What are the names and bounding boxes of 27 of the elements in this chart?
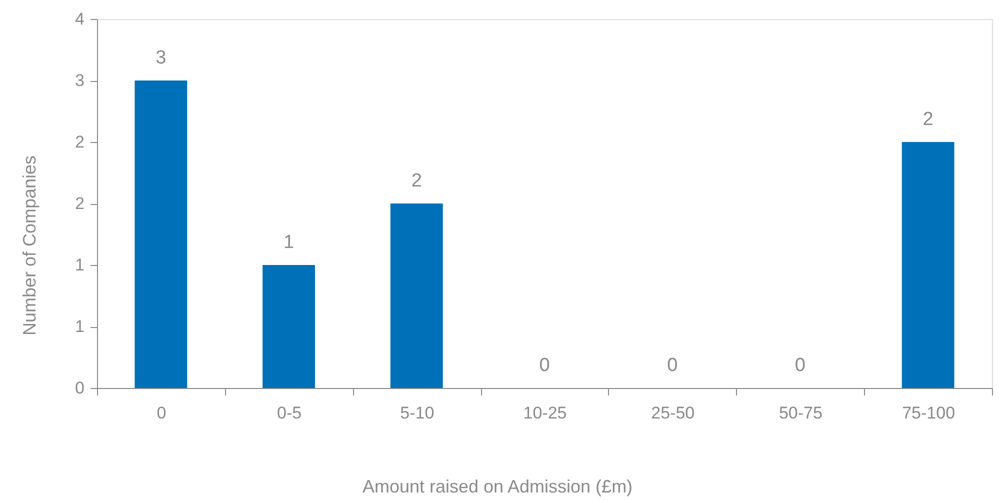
y-tick-label: 1 [75, 317, 84, 336]
x-tick-label: 5-10 [400, 404, 434, 422]
x-tick-label: 0-5 [276, 404, 302, 422]
y-tick-label: 0 [75, 378, 84, 398]
data-label: 0 [667, 355, 678, 376]
y-tick-label: 4 [75, 10, 84, 28]
y-tick-label: 3 [75, 71, 84, 90]
x-tick-label: 25-50 [651, 404, 695, 422]
x-tick-label: 75-100 [902, 404, 956, 422]
bar [134, 80, 188, 388]
x-tick-label: 0 [156, 404, 166, 422]
x-tick-label: 50-75 [778, 404, 822, 422]
data-label: 1 [283, 232, 294, 253]
bar [390, 204, 443, 388]
x-tick-label: 10-25 [523, 404, 567, 422]
y-tick-label: 2 [75, 194, 84, 213]
x-axis-title: Amount raised on Admission (£m) [362, 476, 633, 496]
data-label: 2 [922, 109, 934, 130]
data-label: 2 [411, 170, 422, 192]
bar [262, 265, 315, 388]
data-label: 0 [539, 355, 550, 376]
bar [902, 142, 954, 388]
y-tick-label: 2 [75, 132, 84, 152]
y-axis-title: Number of Companies [20, 155, 40, 336]
y-tick-label: 1 [75, 256, 84, 274]
data-label: 0 [794, 355, 806, 376]
data-label: 3 [156, 48, 166, 68]
